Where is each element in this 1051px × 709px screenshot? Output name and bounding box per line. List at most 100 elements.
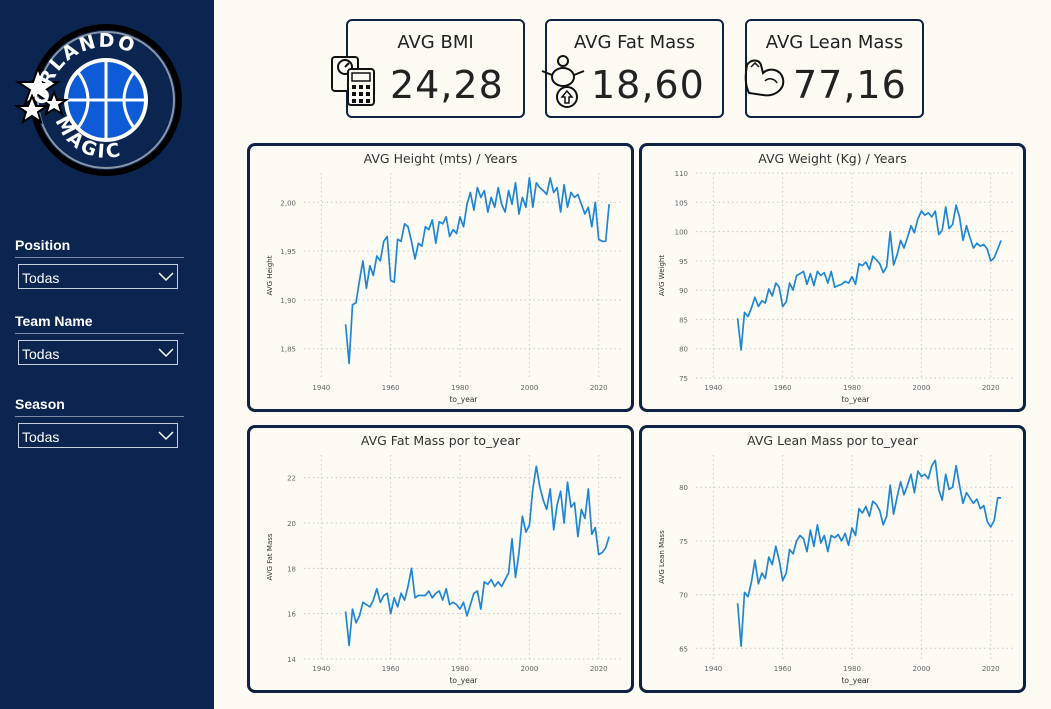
data-point[interactable]	[766, 554, 772, 560]
data-point[interactable]	[821, 270, 827, 276]
data-point[interactable]	[800, 536, 806, 542]
data-point[interactable]	[866, 267, 872, 273]
data-point[interactable]	[998, 495, 1004, 501]
data-point[interactable]	[558, 209, 564, 215]
data-point[interactable]	[513, 574, 519, 580]
data-point[interactable]	[915, 216, 921, 222]
data-point[interactable]	[384, 590, 390, 596]
data-point[interactable]	[467, 602, 473, 608]
data-point[interactable]	[377, 258, 383, 264]
data-point[interactable]	[776, 557, 782, 563]
data-point[interactable]	[891, 511, 897, 517]
data-point[interactable]	[905, 482, 911, 488]
data-point[interactable]	[481, 188, 487, 194]
data-point[interactable]	[957, 214, 963, 220]
data-point[interactable]	[547, 175, 553, 181]
data-point[interactable]	[571, 500, 577, 506]
data-point[interactable]	[738, 643, 744, 649]
data-point[interactable]	[981, 502, 987, 508]
data-point[interactable]	[474, 185, 480, 191]
data-point[interactable]	[818, 540, 824, 546]
data-point[interactable]	[800, 268, 806, 274]
data-point[interactable]	[776, 284, 782, 290]
data-point[interactable]	[419, 243, 425, 249]
data-point[interactable]	[374, 586, 380, 592]
data-point[interactable]	[787, 280, 793, 286]
data-point[interactable]	[523, 204, 529, 210]
data-point[interactable]	[391, 279, 397, 285]
data-point[interactable]	[363, 285, 369, 291]
data-point[interactable]	[391, 595, 397, 601]
data-point[interactable]	[561, 520, 567, 526]
data-point[interactable]	[575, 191, 581, 197]
data-point[interactable]	[582, 211, 588, 217]
data-point[interactable]	[492, 204, 498, 210]
data-point[interactable]	[769, 293, 775, 299]
data-point[interactable]	[762, 300, 768, 306]
data-point[interactable]	[360, 258, 366, 264]
position-dropdown[interactable]: Todas	[18, 264, 178, 289]
data-point[interactable]	[769, 562, 775, 568]
data-point[interactable]	[568, 190, 574, 196]
data-point[interactable]	[402, 597, 408, 603]
data-point[interactable]	[963, 223, 969, 229]
data-point[interactable]	[967, 234, 973, 240]
data-point[interactable]	[408, 565, 414, 571]
data-point[interactable]	[759, 570, 765, 576]
data-point[interactable]	[780, 578, 786, 584]
data-point[interactable]	[887, 482, 893, 488]
data-point[interactable]	[516, 211, 522, 217]
data-point[interactable]	[471, 207, 477, 213]
data-point[interactable]	[513, 180, 519, 186]
data-point[interactable]	[846, 542, 852, 548]
data-point[interactable]	[884, 264, 890, 270]
data-point[interactable]	[891, 262, 897, 268]
data-point[interactable]	[558, 488, 564, 494]
data-point[interactable]	[807, 527, 813, 533]
data-point[interactable]	[773, 543, 779, 549]
data-point[interactable]	[825, 549, 831, 555]
data-point[interactable]	[405, 224, 411, 230]
data-point[interactable]	[873, 501, 879, 507]
data-point[interactable]	[936, 486, 942, 492]
data-point[interactable]	[939, 497, 945, 503]
data-point[interactable]	[585, 486, 591, 492]
data-point[interactable]	[911, 230, 917, 236]
data-point[interactable]	[346, 360, 352, 366]
data-point[interactable]	[905, 234, 911, 240]
data-point[interactable]	[551, 190, 557, 196]
data-point[interactable]	[908, 471, 914, 477]
data-point[interactable]	[807, 271, 813, 277]
data-point[interactable]	[592, 525, 598, 531]
data-point[interactable]	[589, 224, 595, 230]
data-point[interactable]	[578, 201, 584, 207]
data-point[interactable]	[960, 237, 966, 243]
data-point[interactable]	[426, 227, 432, 233]
data-point[interactable]	[592, 199, 598, 205]
data-point[interactable]	[485, 209, 491, 215]
data-point[interactable]	[502, 577, 508, 583]
data-point[interactable]	[436, 588, 442, 594]
data-point[interactable]	[461, 224, 467, 230]
data-point[interactable]	[374, 253, 380, 259]
data-point[interactable]	[433, 240, 439, 246]
data-point[interactable]	[356, 277, 362, 283]
data-point[interactable]	[783, 570, 789, 576]
data-point[interactable]	[343, 321, 349, 327]
data-point[interactable]	[578, 506, 584, 512]
data-point[interactable]	[457, 606, 463, 612]
data-point[interactable]	[755, 304, 761, 310]
data-point[interactable]	[398, 238, 404, 244]
data-point[interactable]	[526, 522, 532, 528]
data-point[interactable]	[443, 214, 449, 220]
data-point[interactable]	[846, 280, 852, 286]
data-point[interactable]	[353, 300, 359, 306]
data-point[interactable]	[488, 194, 494, 200]
data-point[interactable]	[388, 611, 394, 617]
data-point[interactable]	[384, 233, 390, 239]
data-point[interactable]	[842, 530, 848, 536]
data-point[interactable]	[408, 238, 414, 244]
data-point[interactable]	[849, 525, 855, 531]
data-point[interactable]	[853, 281, 859, 287]
data-point[interactable]	[953, 463, 959, 469]
